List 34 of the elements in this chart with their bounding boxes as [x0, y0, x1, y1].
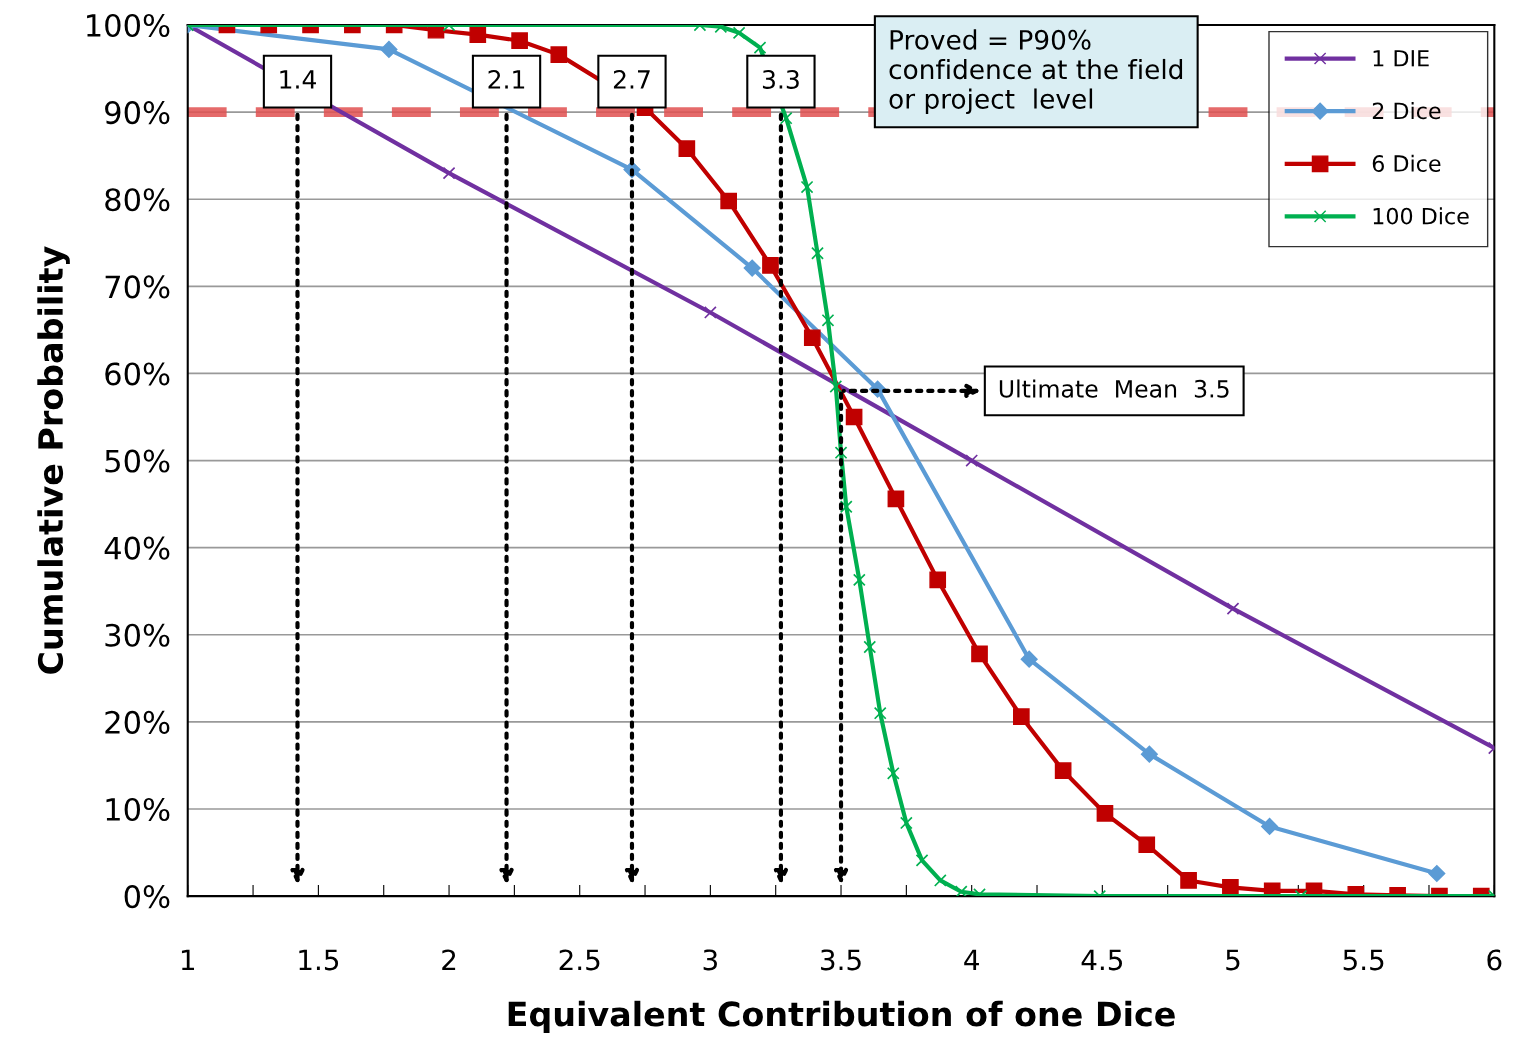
- x-tick-label: 1.5: [299, 949, 339, 971]
- y-tick-label: 70%: [105, 275, 170, 299]
- x-tick-label: 6: [1487, 949, 1502, 971]
- y-tick-label: 100%: [87, 13, 170, 38]
- x-axis-title: Equivalent Contribution of one Dice: [508, 1000, 1175, 1034]
- x-tick-label: 5.5: [1343, 949, 1384, 971]
- y-tick-label: 90%: [105, 101, 170, 125]
- y-tick-label: 10%: [106, 797, 170, 822]
- annotation: 1.4: [280, 70, 316, 89]
- y-tick-label: 0%: [124, 885, 170, 909]
- legend-label: 6 Dice: [1372, 154, 1441, 172]
- x-tick-label: 2: [442, 949, 456, 970]
- x-tick-label: 4.5: [1081, 949, 1123, 971]
- y-tick-label: 80%: [105, 188, 170, 212]
- y-tick-label: 40%: [104, 536, 170, 560]
- x-tick-label: 2.5: [559, 949, 600, 971]
- x-tick-label: 4: [964, 949, 979, 970]
- y-axis-title: Cumulative Probability: [37, 246, 70, 674]
- x-tick-label: 3.5: [821, 949, 861, 971]
- annotation: 2.7: [613, 69, 650, 89]
- x-tick-label: 3: [703, 949, 717, 971]
- annotation: 3.3: [762, 69, 799, 89]
- annotation: 2.1: [488, 69, 525, 89]
- legend-label: 100 Dice: [1373, 207, 1469, 225]
- y-tick-label: 50%: [105, 449, 170, 473]
- y-tick-label: 20%: [105, 710, 170, 734]
- ref-line-label: Proved = P90% confidence at the field or project level: [889, 29, 1183, 114]
- x-tick-label: 1: [181, 949, 195, 970]
- y-tick-label: 30%: [105, 623, 170, 647]
- annotation: Ultimate Mean 3.5: [999, 379, 1229, 398]
- y-tick-label: 60%: [105, 362, 170, 386]
- legend-label: 1 DIE: [1373, 50, 1429, 67]
- x-tick-label: 5: [1226, 949, 1240, 971]
- legend-label: 2 Dice: [1372, 102, 1441, 120]
